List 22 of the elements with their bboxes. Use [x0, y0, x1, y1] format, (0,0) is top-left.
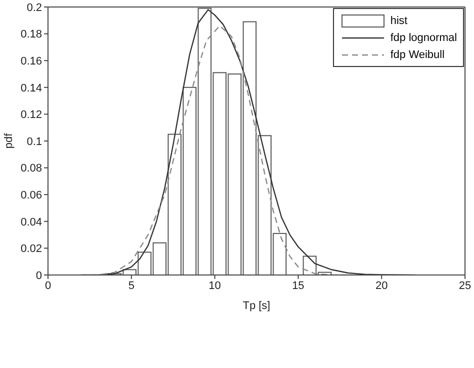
- x-tick-label: 5: [128, 280, 134, 292]
- y-tick-label: 0.04: [20, 216, 42, 228]
- y-tick-label: 0.2: [26, 2, 42, 14]
- legend-label: hist: [390, 14, 408, 26]
- y-axis-title: pdf: [2, 132, 15, 149]
- x-tick-label: 0: [44, 280, 52, 292]
- y-tick-label: 0: [36, 270, 42, 282]
- x-tick-label: 15: [292, 280, 304, 292]
- x-axis-title: Tp [s]: [242, 300, 270, 312]
- y-tick-label: 0.08: [20, 162, 42, 175]
- y-tick-label: 0.16: [20, 56, 42, 68]
- y-tick-label: 0.1: [26, 136, 42, 148]
- x-tick-label: 25: [458, 280, 472, 292]
- y-tick-label: 0.06: [20, 190, 42, 202]
- legend-label: fdp lognormal: [390, 32, 457, 44]
- y-tick-label: 0.14: [20, 82, 42, 94]
- y-tick-label: 0.12: [20, 109, 42, 122]
- x-tick-label: 10: [208, 280, 221, 292]
- x-tick-label: 20: [375, 280, 388, 292]
- y-tick-label: 0.18: [20, 28, 42, 41]
- legend-label: fdp Weibull: [390, 48, 445, 60]
- y-tick-label: 0.02: [20, 243, 42, 256]
